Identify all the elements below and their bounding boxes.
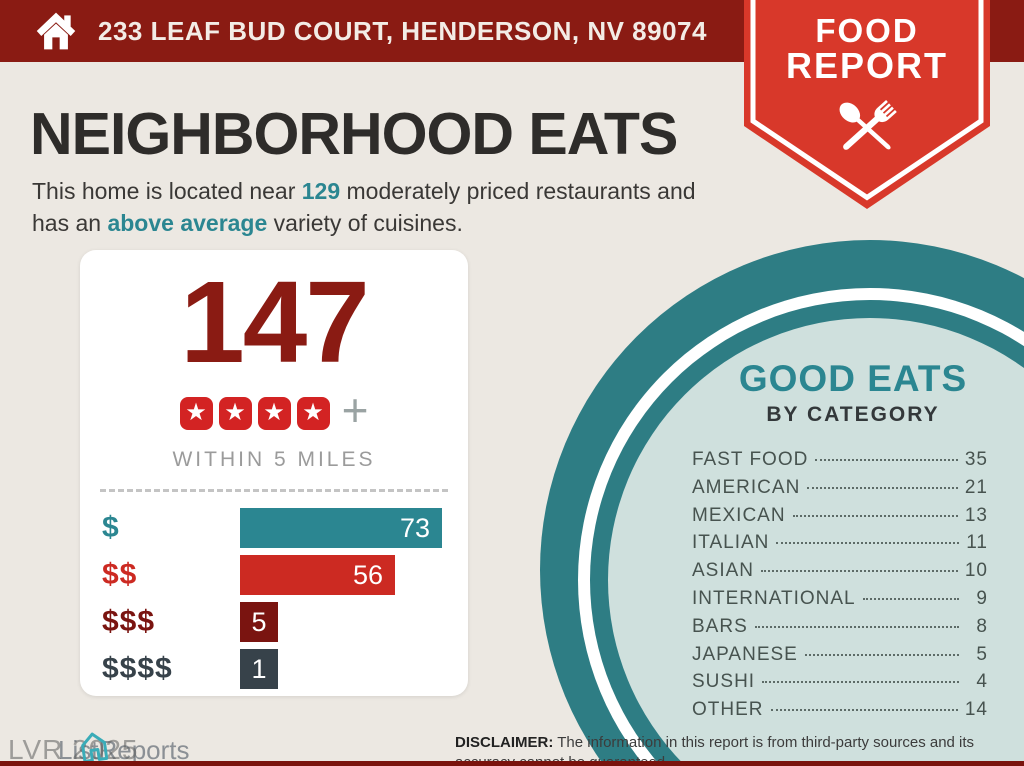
category-row: OTHER 14: [692, 699, 988, 727]
dotted-leader: [770, 709, 958, 712]
category-label: OTHER: [692, 699, 764, 721]
crossed-spoon-fork-icon: [839, 100, 897, 150]
listreports-house-icon: [81, 732, 109, 763]
category-row: JAPANESE 5: [692, 644, 988, 672]
category-label: SUSHI: [692, 671, 756, 693]
intro-part3: variety of cuisines.: [267, 209, 463, 236]
bottom-accent-bar: [0, 761, 1024, 766]
badge-ribbon-shape: [744, 0, 990, 209]
dotted-leader: [761, 570, 958, 573]
bar-row: $$ 56: [102, 555, 468, 595]
category-value: 5: [976, 643, 988, 665]
category-label: MEXICAN: [692, 504, 786, 526]
home-icon: [36, 12, 76, 50]
bar: 56: [240, 555, 395, 595]
category-value: 21: [964, 476, 988, 498]
good-eats-panel: GOOD EATS BY CATEGORY FAST FOOD 35 AMERICA…: [692, 358, 988, 727]
intro-part1: This home is located near: [32, 178, 302, 204]
category-row: ASIAN 10: [692, 560, 988, 588]
price-tier-label: $$: [102, 558, 138, 591]
listreports-logo-text: ListReports: [58, 735, 190, 765]
bar-row: $73: [102, 508, 468, 548]
dashed-divider: [100, 489, 448, 492]
category-label: BARS: [692, 615, 748, 637]
intro-restaurant-count: 129: [301, 178, 341, 204]
dotted-leader: [815, 459, 958, 461]
food-report-badge: FOOD REPORT: [744, 0, 990, 210]
category-value: 14: [964, 699, 988, 721]
watermark-text: LVR 2025: [8, 734, 139, 765]
intro-part2: moderately priced restaurants and has an: [32, 178, 696, 236]
star-icon: ★: [179, 396, 213, 430]
page-title: NEIGHBORHOOD EATS: [30, 101, 678, 167]
price-tier-label: $: [102, 511, 120, 544]
dotted-leader: [776, 542, 959, 545]
dotted-leader: [804, 653, 959, 656]
good-eats-category-list: FAST FOOD 35 AMERICAN 21 MEXICAN 13 ITALIAN 11 A…: [692, 449, 988, 727]
category-row: FAST FOOD 35: [692, 449, 988, 477]
category-value: 13: [964, 504, 988, 526]
badge-title: FOOD REPORT: [744, 14, 990, 84]
intro-text: This home is located near 129 moderately…: [32, 176, 732, 239]
star-icon: ★: [218, 396, 252, 430]
category-row: ITALIAN 11: [692, 532, 988, 560]
category-value: 8: [976, 615, 988, 637]
category-label: AMERICAN: [692, 476, 801, 498]
dotted-leader: [792, 514, 958, 517]
dotted-leader: [754, 625, 959, 628]
star-rating: ★ ★ ★ ★ +: [80, 384, 468, 436]
category-label: INTERNATIONAL: [692, 587, 856, 609]
category-value: 4: [976, 671, 988, 693]
badge-title-line2: REPORT: [785, 44, 948, 86]
category-value: 9: [976, 587, 988, 609]
total-restaurants-count: 147: [180, 257, 370, 387]
price-tier-label: $$$: [102, 605, 156, 638]
star-plus-sign: +: [341, 384, 369, 436]
category-row: SUSHI 4: [692, 671, 988, 699]
category-label: ASIAN: [692, 560, 755, 582]
dotted-leader: [807, 486, 958, 489]
category-label: FAST FOOD: [692, 449, 809, 470]
category-row: INTERNATIONAL 9: [692, 588, 988, 616]
radius-label: WITHIN 5 MILES: [172, 448, 376, 471]
intro-accent: above average: [107, 209, 268, 236]
category-value: 11: [966, 532, 988, 554]
category-label: JAPANESE: [692, 643, 798, 665]
badge-title-line1: FOOD: [815, 12, 919, 49]
category-row: BARS 8: [692, 616, 988, 644]
price-tier-label: $$$$: [102, 652, 173, 685]
bar-value: 1: [251, 653, 267, 684]
category-row: MEXICAN 13: [692, 505, 988, 533]
disclaimer-text: DISCLAIMER: The information in this repo…: [455, 734, 975, 766]
bar-value: 73: [399, 512, 430, 543]
category-value: 10: [964, 560, 988, 582]
good-eats-title: GOOD EATS: [738, 358, 968, 399]
property-address: 233 LEAF BUD COURT, HENDERSON, NV 89074: [98, 15, 707, 46]
good-eats-subtitle: BY CATEGORY: [766, 403, 940, 426]
restaurant-summary-card: 147 ★ ★ ★ ★ + WITHIN 5 MILES $73 $$ 56 $$$ 5 $$$$…: [80, 250, 468, 696]
bar-value: 56: [352, 559, 383, 590]
bar-value: 5: [251, 606, 267, 637]
bar-row: $$$$ 1: [102, 649, 468, 689]
dotted-leader: [762, 681, 959, 684]
star-icon: ★: [296, 396, 330, 430]
price-tier-bar-chart: $73 $$ 56 $$$ 5 $$$$ 1: [102, 508, 468, 689]
bar: 5: [240, 602, 278, 642]
category-label: ITALIAN: [692, 532, 770, 554]
disclaimer-label: DISCLAIMER:: [455, 734, 554, 751]
category-value: 35: [964, 449, 988, 470]
category-row: AMERICAN 21: [692, 477, 988, 505]
bar: 1: [240, 649, 278, 689]
dotted-leader: [862, 597, 959, 600]
star-icon: ★: [257, 396, 291, 430]
bar-row: $$$ 5: [102, 602, 468, 642]
bar: 73: [240, 508, 442, 548]
